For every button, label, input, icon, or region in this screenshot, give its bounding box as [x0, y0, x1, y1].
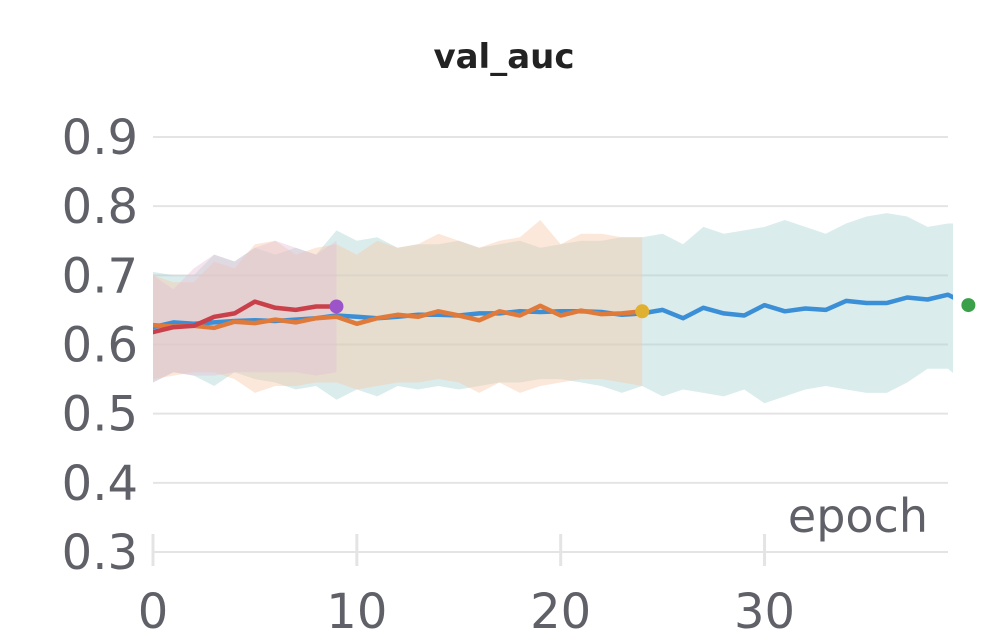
y-tick-label: 0.7 [62, 248, 138, 304]
y-tick-label: 0.3 [62, 525, 138, 581]
series-end-markers [329, 298, 976, 319]
y-tick-label: 0.6 [62, 318, 138, 374]
x-tick-label: 30 [734, 584, 795, 640]
series-line-1 [153, 303, 645, 331]
confidence-band-1 [153, 220, 643, 393]
series-lines [153, 292, 953, 335]
y-tick-label: 0.9 [62, 110, 138, 166]
y-tick-label: 0.4 [62, 456, 138, 512]
confidence-band-2 [153, 240, 337, 383]
confidence-band-0 [153, 213, 953, 404]
x-tick-label: 20 [530, 584, 591, 640]
x-tick-label: 10 [326, 584, 387, 640]
y-tick-label: 0.5 [62, 387, 138, 443]
x-tick-label: 0 [138, 584, 169, 640]
series-end-marker-0 [961, 298, 976, 313]
series-end-marker-2 [329, 299, 344, 314]
x-axis-tick-labels: 0 10 20 30 [138, 584, 795, 640]
confidence-bands [153, 213, 953, 404]
series-end-marker-1 [635, 304, 650, 319]
series-line-2 [153, 299, 339, 335]
x-axis-label: epoch [788, 489, 928, 543]
y-axis-tick-labels: 0.3 0.4 0.5 0.6 0.7 0.8 0.9 [62, 110, 138, 581]
chart-title: val_auc [433, 37, 574, 77]
y-tick-label: 0.8 [62, 179, 138, 235]
grid [151, 136, 948, 566]
